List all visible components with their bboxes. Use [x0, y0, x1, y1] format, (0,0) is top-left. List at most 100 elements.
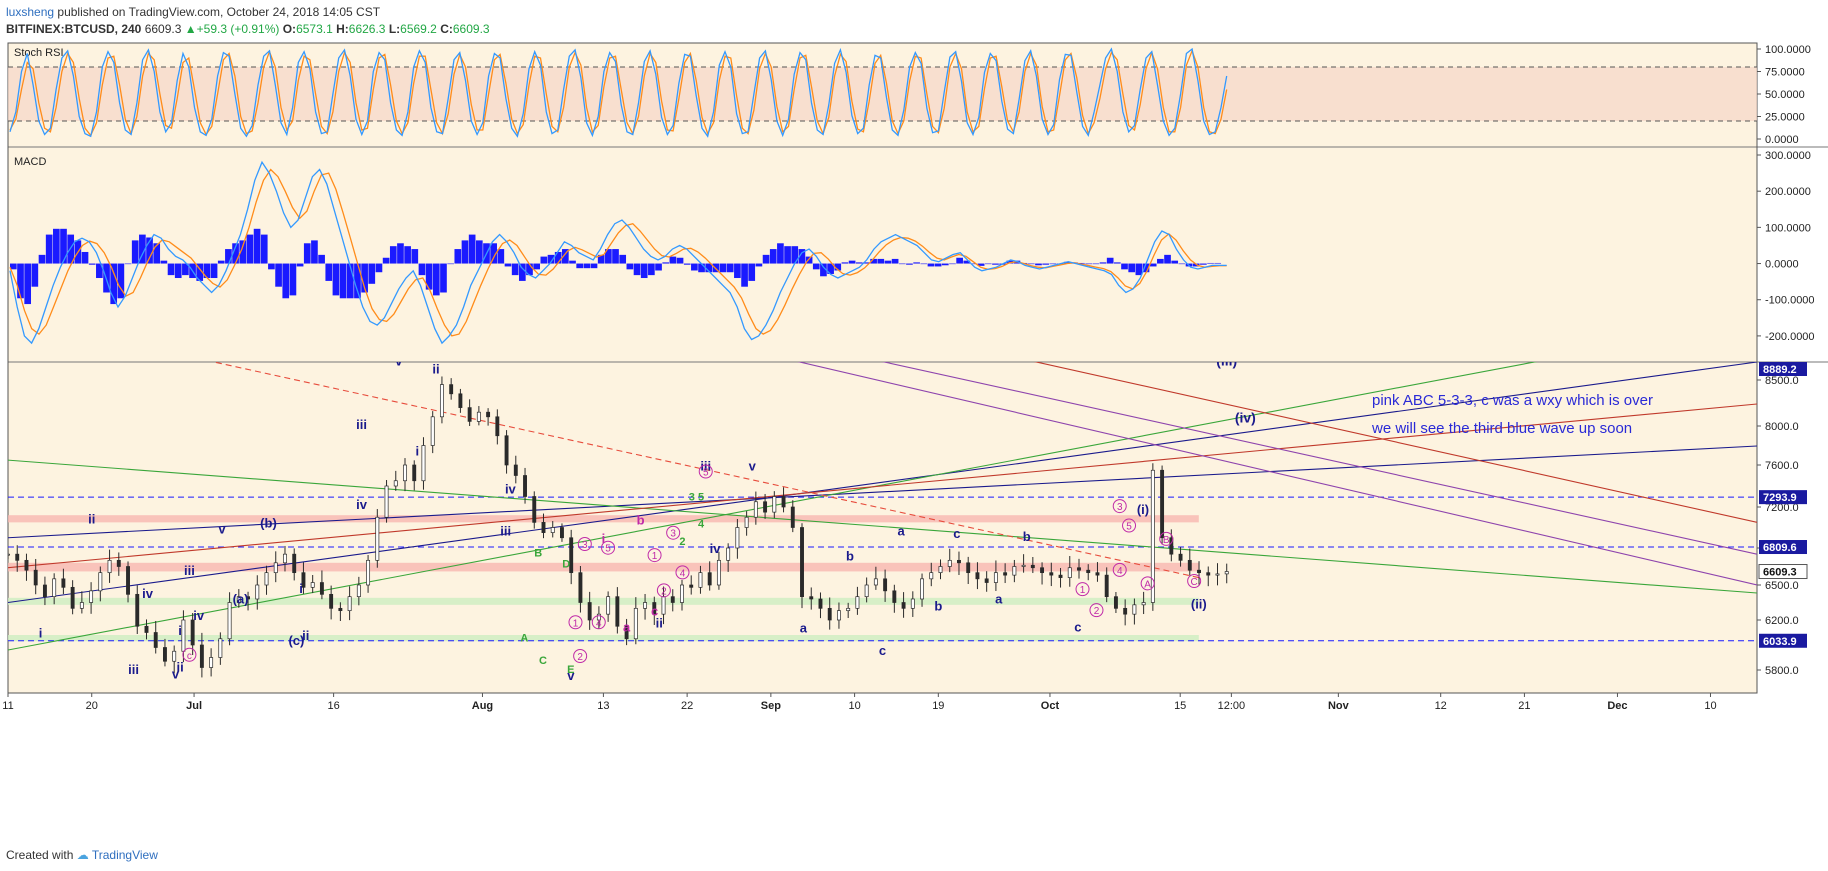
- macd-hist-bar: [196, 263, 204, 281]
- trend-line: [8, 403, 1757, 569]
- macd-hist-bar: [655, 263, 662, 271]
- macd-hist-bar: [798, 249, 806, 264]
- author-link[interactable]: luxsheng: [6, 5, 55, 19]
- candle-body: [753, 501, 758, 518]
- wave-circle-label: 2: [661, 586, 667, 597]
- macd-hist-bar: [941, 263, 949, 266]
- wave-circle: [656, 583, 671, 598]
- candle-body: [273, 562, 278, 574]
- price-badge: [1759, 362, 1807, 376]
- wave-label: iii: [500, 524, 511, 539]
- macd-hist-bar: [956, 257, 963, 264]
- macd-hist-bar: [1142, 263, 1150, 273]
- candle-body: [569, 537, 574, 574]
- macd-hist-bar: [619, 254, 627, 264]
- candle-body: [403, 464, 407, 482]
- stoch-tick-label: 50.0000: [1765, 89, 1805, 101]
- candle-body: [218, 638, 223, 658]
- macd-hist-bar: [984, 263, 992, 265]
- candle-body: [1215, 573, 1220, 576]
- macd-hist-bar: [361, 263, 368, 293]
- price-tick-label: 5800.0: [1765, 665, 1799, 677]
- footer-brand[interactable]: TradingView: [91, 848, 158, 862]
- macd-hist-bar: [855, 262, 863, 264]
- candle-body: [98, 572, 103, 592]
- wave-label: B: [534, 548, 542, 560]
- price-badge: [1758, 564, 1808, 580]
- candle-body: [292, 553, 297, 574]
- candle-body: [42, 584, 47, 598]
- macd-hist-bar: [468, 234, 476, 264]
- time-tick-label: 10: [848, 700, 860, 712]
- macd-hist-bar: [705, 263, 713, 273]
- macd-hist-bar: [1200, 263, 1207, 265]
- candle-body: [301, 572, 306, 588]
- candle-body: [920, 578, 924, 600]
- macd-hist-bar: [38, 254, 46, 264]
- wave-label: C: [539, 655, 547, 667]
- stoch-band: [8, 67, 1757, 121]
- macd-hist-bar: [769, 249, 777, 264]
- candle-body: [615, 596, 620, 627]
- wave-label: ii: [656, 616, 663, 631]
- candle-body: [1113, 596, 1118, 609]
- macd-hist-bar: [927, 263, 935, 267]
- macd-hist-bar: [576, 263, 584, 269]
- candle-body: [873, 578, 878, 586]
- macd-hist-bar: [633, 263, 641, 276]
- macd-hist-bar: [332, 263, 340, 296]
- macd-hist-bar: [726, 263, 734, 273]
- macd-hist-bar: [569, 260, 576, 264]
- candle-body: [790, 506, 795, 528]
- macd-hist-bar: [669, 256, 677, 264]
- macd-hist-bar: [1157, 258, 1164, 264]
- macd-hist-bar: [820, 263, 827, 277]
- wave-circle-label: 5: [703, 468, 709, 479]
- candle-body: [495, 416, 500, 437]
- wave-circle-label: 4: [1117, 566, 1123, 577]
- macd-hist-bar: [870, 258, 877, 264]
- candle-body: [1141, 602, 1146, 606]
- macd-hist-bar: [1085, 263, 1093, 265]
- macd-hist-bar: [447, 263, 454, 265]
- wave-circle-label: 1: [1080, 585, 1086, 596]
- macd-hist-bar: [268, 263, 275, 270]
- candle-body: [356, 584, 361, 598]
- candle-body: [809, 596, 814, 600]
- candle-body: [993, 572, 998, 583]
- candle-body: [513, 464, 518, 476]
- macd-line: [9, 160, 1227, 345]
- macd-hist-bar: [762, 254, 770, 264]
- wave-circle-label: C: [1191, 577, 1198, 588]
- macd-hist-bar: [719, 263, 727, 273]
- wave-label: v: [218, 522, 226, 537]
- wave-circle-label: 3: [582, 540, 588, 551]
- candle-body: [163, 647, 167, 662]
- macd-hist-bar: [153, 243, 161, 264]
- wave-circle-label: c: [187, 651, 192, 662]
- candle-body: [227, 602, 232, 640]
- macd-hist-bar: [425, 263, 433, 290]
- macd-hist-bar: [303, 243, 311, 264]
- candle-body: [61, 578, 66, 588]
- macd-hist-bar: [977, 263, 985, 266]
- trend-line: [797, 362, 1757, 586]
- candle-body: [347, 596, 352, 612]
- macd-hist-bar: [1078, 262, 1085, 264]
- candle-body: [532, 496, 537, 523]
- time-tick-label: 12:00: [1218, 700, 1246, 712]
- macd-hist-bar: [791, 246, 799, 264]
- candle-body: [384, 485, 389, 518]
- high-label: H:: [336, 22, 349, 36]
- candle-body: [89, 590, 94, 603]
- candle-body: [236, 596, 241, 603]
- candle-body: [541, 522, 546, 533]
- macd-hist-bar: [60, 228, 67, 264]
- candle-body: [116, 559, 121, 567]
- price-tick-label: 8500.0: [1765, 375, 1799, 387]
- macd-hist-bar: [841, 262, 849, 264]
- candle-body: [486, 411, 491, 418]
- wave-label: a: [897, 524, 905, 539]
- macd-hist-bar: [311, 240, 318, 264]
